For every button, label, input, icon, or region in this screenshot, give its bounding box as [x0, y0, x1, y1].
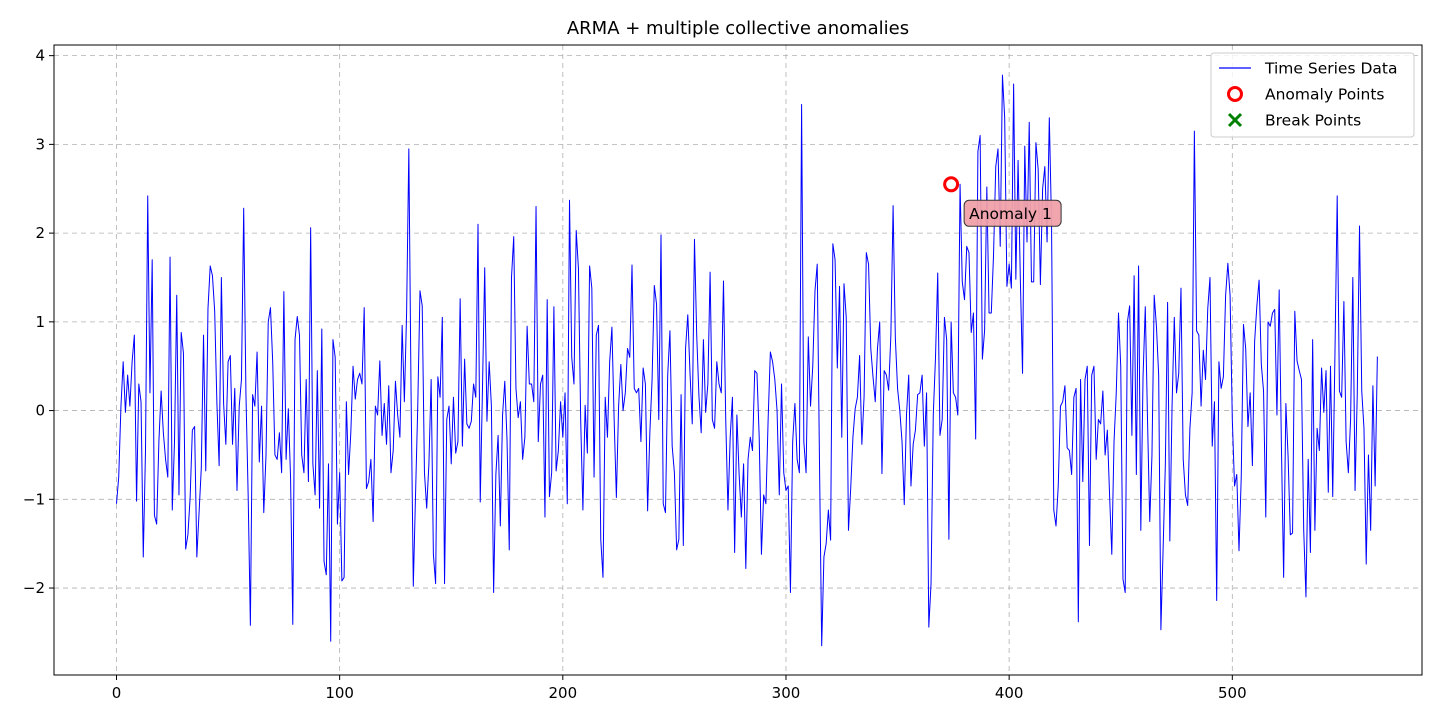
- x-tick-label: 500: [1218, 684, 1247, 702]
- legend-circle-swatch: [1227, 86, 1243, 102]
- y-tick-label: −1: [23, 490, 45, 508]
- anomaly-point: [943, 176, 960, 193]
- y-tick-label: 1: [35, 313, 45, 331]
- chart-title: ARMA + multiple collective anomalies: [567, 18, 909, 39]
- x-tick-label: 0: [112, 684, 122, 702]
- annotations: Anomaly 1: [963, 199, 1062, 227]
- legend-frame: [1210, 52, 1415, 138]
- annotation-box: Anomaly 1: [963, 199, 1062, 227]
- annotation-label: Anomaly 1: [969, 205, 1052, 223]
- plot-frame: [53, 44, 1423, 676]
- y-tick-label: 3: [35, 135, 45, 153]
- y-tick-label: 2: [35, 224, 45, 242]
- series-line-time-series-data: [115, 74, 1378, 647]
- legend-item: Time Series Data: [1219, 60, 1397, 78]
- legend-item: Break Points: [1227, 112, 1361, 130]
- plot-area: [115, 74, 1378, 647]
- axes-ticks: 0 100 200 300 400 500 −2 −1 0 1 2 3 4: [23, 47, 1247, 702]
- legend-label: Break Points: [1265, 112, 1361, 130]
- legend-label: Anomaly Points: [1265, 86, 1384, 104]
- legend-x-swatch: [1227, 112, 1243, 128]
- legend-label: Time Series Data: [1264, 60, 1397, 78]
- x-tick-label: 300: [772, 684, 801, 702]
- legend-item: Anomaly Points: [1227, 86, 1384, 104]
- annotation-background: [963, 199, 1062, 227]
- legend: Time Series Data Anomaly Points Break Poin…: [1210, 52, 1415, 138]
- x-tick-label: 400: [995, 684, 1024, 702]
- x-tick-label: 200: [548, 684, 577, 702]
- y-tick-label: 4: [35, 47, 45, 65]
- x-tick-label: 100: [325, 684, 354, 702]
- y-tick-label: 0: [35, 402, 45, 420]
- y-tick-label: −2: [23, 579, 45, 597]
